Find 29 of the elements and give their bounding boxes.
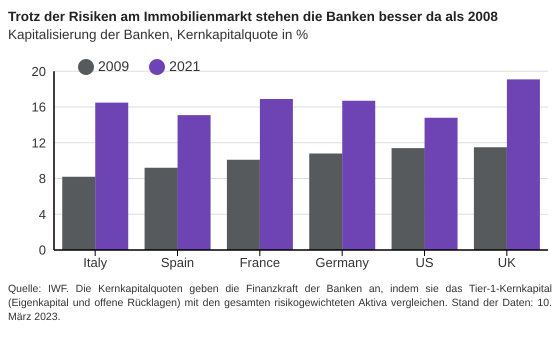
x-tick-label: UK (498, 255, 516, 270)
y-tick-label: 20 (32, 64, 46, 79)
bar (260, 98, 293, 250)
bar (226, 160, 260, 250)
legend-label: 2021 (169, 58, 200, 74)
bar (95, 102, 128, 250)
x-tick-label: Spain (160, 255, 194, 270)
chart-subtitle: Kapitalisierung der Banken, Kernkapitalquote in % (8, 26, 310, 44)
bar (506, 79, 540, 250)
bar (392, 148, 425, 250)
y-tick-label: 16 (32, 100, 46, 115)
bar (424, 118, 458, 250)
legend-label: 2009 (98, 58, 130, 74)
bar (309, 154, 342, 250)
bar (144, 168, 178, 250)
x-tick-label: Italy (83, 255, 108, 270)
bar (474, 147, 507, 250)
source-note: Quelle: IWF. Die Kernkapitalquoten geben die Finanzkraft der Banken an, indem sie das Tier-1-Kernkapital (Eigenkapital und offene Rücklagen) mit den gesamten risikogewichteten Aktiva vergleichen. Stand der Daten: 10. März 2023. (8, 282, 552, 324)
bar (342, 100, 376, 250)
bar (178, 115, 211, 250)
x-tick-label: France (240, 255, 280, 270)
y-tick-label: 8 (38, 171, 46, 186)
chart-title: Trotz der Risiken am Immobilienmarkt stehen die Banken besser da als 2008 (8, 8, 499, 26)
x-tick-label: US (415, 255, 434, 270)
x-tick-label: Germany (315, 255, 370, 270)
bar (62, 176, 96, 250)
y-tick-label: 0 (38, 242, 46, 258)
y-tick-label: 12 (32, 135, 46, 150)
y-tick-label: 4 (38, 206, 46, 222)
